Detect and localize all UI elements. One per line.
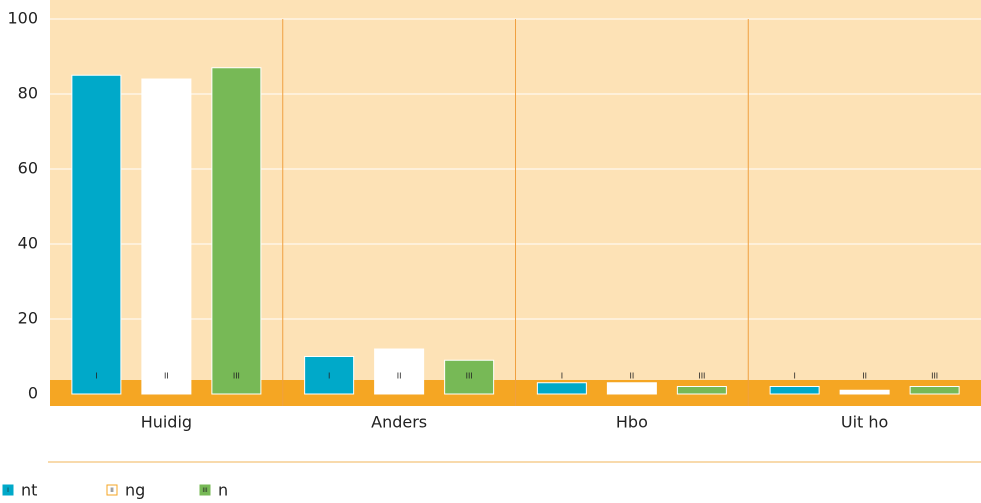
bar: [676, 386, 727, 395]
y-tick-label: 60: [18, 159, 38, 178]
bar-marker: I: [328, 372, 330, 381]
x-tick-label: Huidig: [141, 413, 192, 432]
y-tick-label: 20: [18, 309, 38, 328]
bar: [141, 78, 192, 395]
bar: [374, 348, 425, 395]
legend-swatch: [106, 484, 118, 496]
legend-marker: I: [7, 487, 9, 494]
y-tick-label: 0: [28, 384, 38, 403]
y-tick-label: 100: [7, 9, 38, 28]
legend-label: n: [218, 481, 228, 500]
legend-swatch: [199, 484, 211, 496]
bar: [444, 359, 495, 395]
legend-marker: III: [202, 487, 208, 494]
bar-marker: III: [931, 372, 938, 381]
bar-marker: III: [233, 372, 240, 381]
bar: [71, 74, 122, 395]
bar: [211, 67, 262, 395]
bar-marker: II: [164, 372, 169, 381]
bar-marker: III: [698, 372, 705, 381]
bar-marker: II: [397, 372, 402, 381]
legend-label: ng: [125, 481, 145, 500]
bar: [606, 382, 657, 395]
y-tick-label: 40: [18, 234, 38, 253]
bar: [769, 386, 820, 395]
bar: [304, 356, 355, 395]
legend-swatch: [2, 484, 14, 496]
bar-marker: III: [466, 372, 473, 381]
x-tick-label: Hbo: [616, 413, 648, 432]
bar-marker: I: [95, 372, 97, 381]
bar-marker: I: [793, 372, 795, 381]
bar-marker: I: [561, 372, 563, 381]
bar: [839, 389, 890, 395]
bar-marker: II: [630, 372, 635, 381]
x-tick-label: Uit ho: [841, 413, 888, 432]
legend-label: nt: [21, 481, 37, 500]
legend-marker: II: [110, 487, 114, 494]
x-tick-label: Anders: [371, 413, 427, 432]
bar-marker: II: [862, 372, 867, 381]
y-tick-label: 80: [18, 84, 38, 103]
bar: [536, 382, 587, 395]
bar: [909, 386, 960, 395]
